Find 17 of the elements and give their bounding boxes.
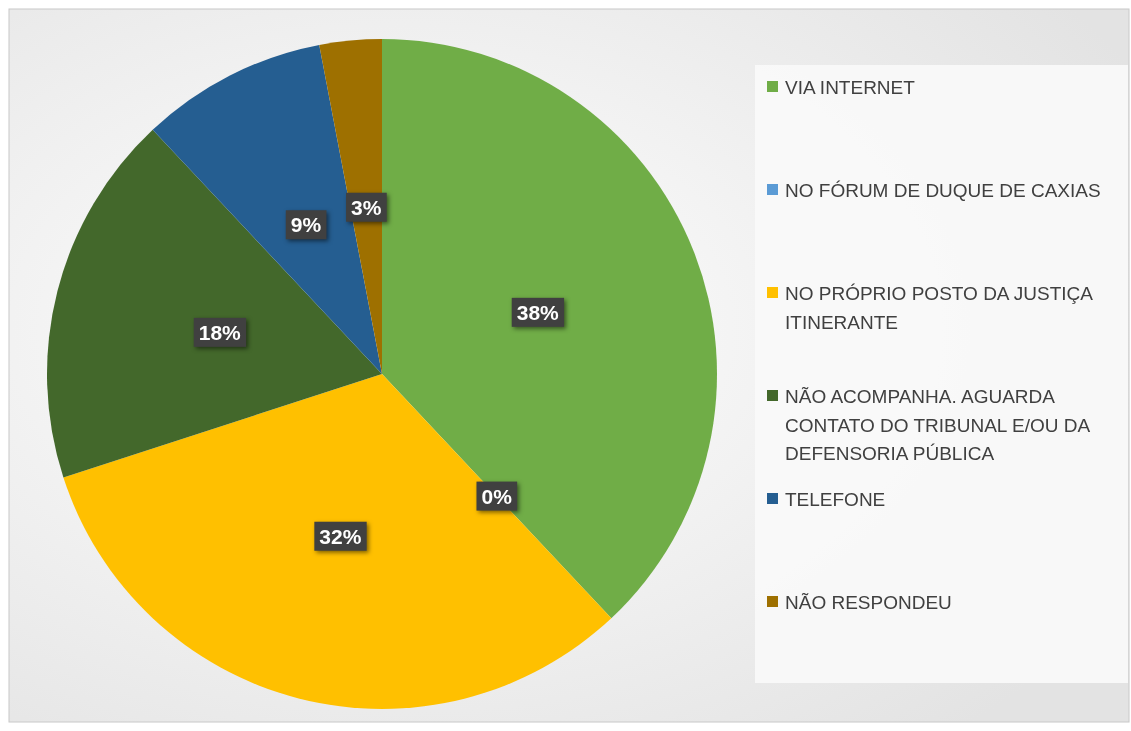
pie-slice: [319, 39, 382, 374]
pie-slice: [47, 129, 382, 478]
legend-label: TELEFONE: [785, 488, 886, 510]
text: 0%: [481, 484, 512, 508]
data-label: 32%: [319, 524, 362, 548]
legend-label: NO FÓRUM DE DUQUE DE CAXIAS: [785, 179, 1101, 201]
legend-label: NO PRÓPRIO POSTO DA JUSTIÇA ITINERANTE: [785, 282, 1094, 332]
pie-slice: [152, 44, 382, 374]
legend-label: NÃO RESPONDEU: [785, 591, 952, 613]
data-label: 38%: [516, 300, 560, 324]
data-label: 3%: [351, 195, 382, 219]
data-label: 9%: [290, 213, 322, 237]
legend-label: VIA INTERNET: [785, 76, 916, 98]
pie-slice: [382, 39, 717, 619]
legend-label: NÃO ACOMPANHA. AGUARDA CONTATO DO TRIBUNAL E/OU DA DEFENSORIA PÚBLICA: [785, 385, 1091, 464]
pie-slice: [63, 374, 612, 709]
data-label: 18%: [198, 320, 242, 344]
